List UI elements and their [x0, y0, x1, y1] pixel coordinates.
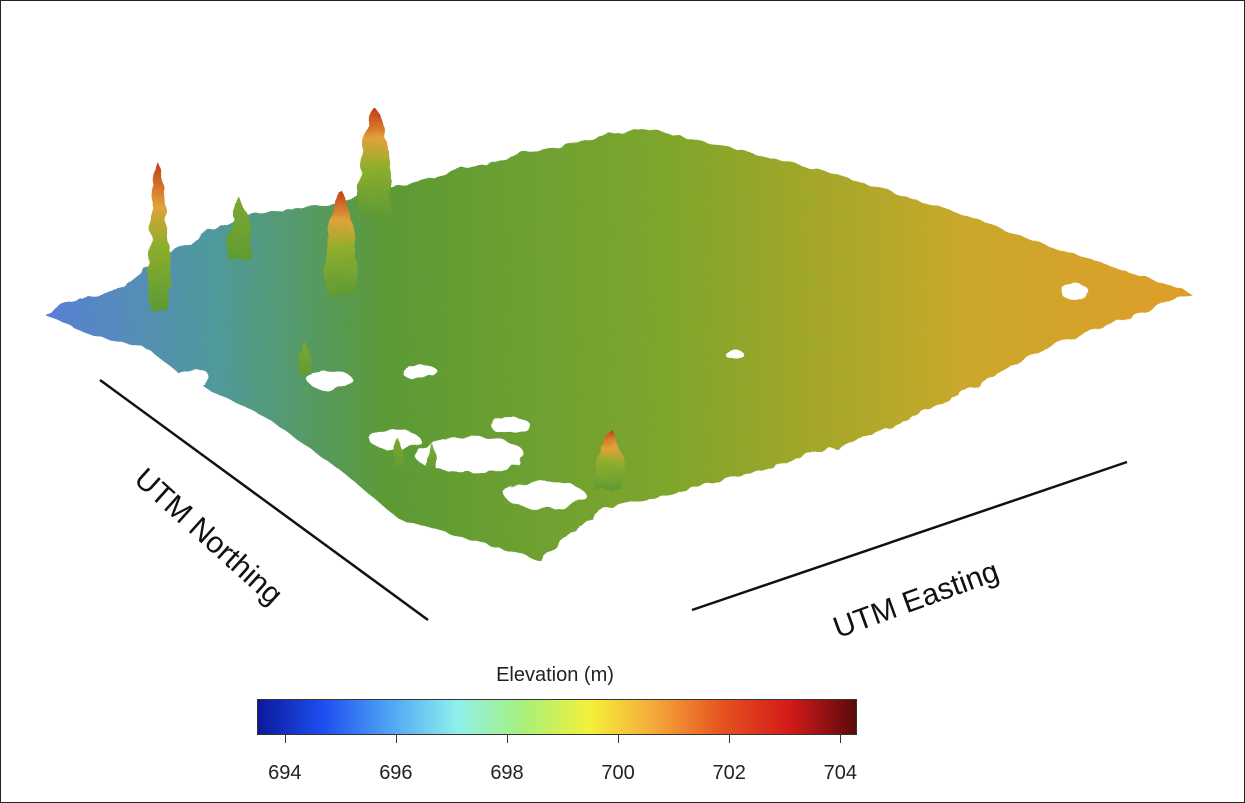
tree-crowns — [148, 108, 624, 490]
tree-peak — [358, 108, 392, 215]
ground-surface — [45, 128, 1190, 560]
colorbar-tick-label: 704 — [823, 762, 858, 784]
colorbar-tick-label: 696 — [379, 762, 413, 784]
colorbar-tick — [284, 735, 286, 743]
tree-peak — [297, 342, 312, 375]
colorbar-tick — [729, 735, 731, 743]
tree-peak — [227, 198, 252, 260]
tree-peak — [148, 162, 170, 310]
colorbar-tick — [395, 735, 397, 743]
northing-axis-line — [99, 378, 429, 622]
point-cloud-gaps — [170, 284, 1089, 527]
colorbar-title: Elevation (m) — [496, 664, 614, 686]
colorbar-tick — [840, 735, 842, 743]
tree-peak — [323, 190, 357, 295]
tree-peak — [424, 442, 438, 472]
colorbar-tick-label: 694 — [268, 762, 302, 784]
tree-peak — [593, 428, 624, 490]
colorbar-tick — [507, 735, 508, 743]
tree-peak — [391, 438, 405, 470]
easting-axis-line — [691, 460, 1128, 612]
colorbar-tick-label: 702 — [712, 762, 746, 784]
colorbar-tick — [618, 735, 620, 743]
colorbar-tick-label: 700 — [601, 762, 635, 784]
elevation-colorbar — [257, 699, 857, 735]
colorbar-tick-label: 698 — [490, 762, 524, 784]
